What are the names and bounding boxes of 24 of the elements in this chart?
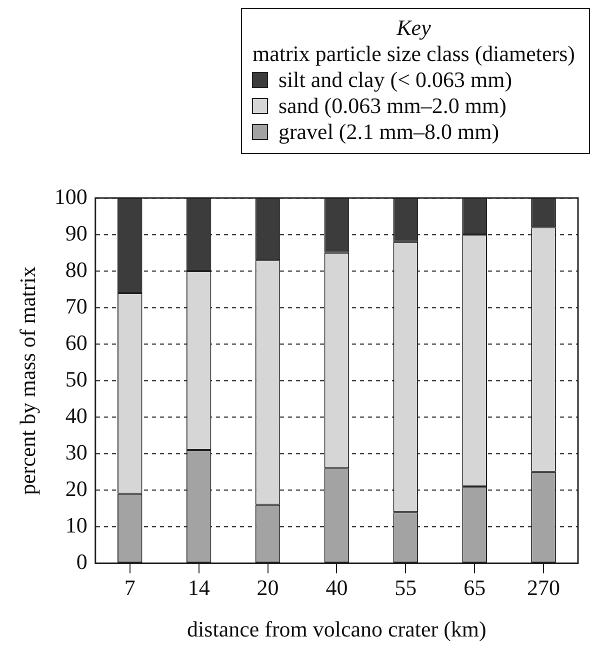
y-tick-label: 60 — [65, 330, 88, 355]
x-tick-label: 65 — [464, 575, 486, 600]
x-tick-label: 20 — [256, 575, 279, 600]
legend-label: sand (0.063 mm–2.0 mm) — [278, 93, 506, 119]
y-tick-label: 70 — [65, 293, 88, 318]
legend-title: Key matrix particle size class (diameters) — [252, 15, 575, 67]
y-tick-label: 30 — [65, 439, 88, 464]
y-axis-title: percent by mass of matrix — [14, 266, 40, 495]
x-tick-label: 40 — [326, 575, 348, 600]
y-tick-label: 100 — [54, 184, 88, 209]
x-axis-title: distance from volcano crater (km) — [187, 616, 486, 642]
y-tick-label: 10 — [65, 512, 88, 538]
x-tick-label: 270 — [527, 575, 560, 600]
y-tick-label: 0 — [76, 548, 88, 574]
y-tick-label: 20 — [65, 476, 88, 501]
y-tick-label: 50 — [65, 366, 88, 392]
x-tick-label: 55 — [394, 575, 417, 600]
legend-label: silt and clay (< 0.063 mm) — [278, 67, 512, 93]
y-tick-label: 40 — [65, 402, 88, 428]
y-tick-label: 80 — [65, 256, 88, 282]
x-tick-label: 7 — [124, 575, 136, 600]
y-tick-label: 90 — [65, 220, 88, 246]
x-tick-label: 14 — [188, 575, 210, 600]
legend-label: gravel (2.1 mm–8.0 mm) — [278, 119, 500, 145]
